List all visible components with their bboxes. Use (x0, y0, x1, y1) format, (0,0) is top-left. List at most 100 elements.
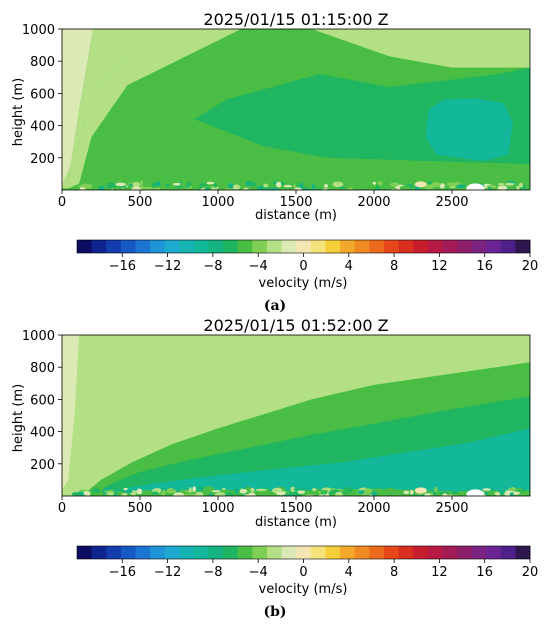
surface-noise (410, 489, 414, 495)
surface-noise (335, 491, 343, 496)
panel-a-title: 2025/01/15 01:15:00 Z (203, 10, 388, 29)
panel-b-contours (62, 335, 530, 496)
colorbar-tick-label: 8 (390, 565, 398, 580)
x-tick-label: 1000 (201, 195, 234, 210)
panel-a-y-axis: 200 400 600 800 1000 (22, 23, 62, 167)
surface-noise (172, 182, 182, 186)
surface-noise (283, 493, 294, 496)
surface-noise (322, 188, 328, 190)
surface-noise (292, 494, 302, 496)
surface-noise (347, 492, 356, 496)
surface-noise (260, 186, 269, 190)
surface-noise (239, 489, 248, 494)
surface-noise (151, 491, 159, 495)
x-tick-label: 1500 (279, 501, 312, 516)
surface-noise (390, 182, 399, 187)
surface-noise (132, 181, 141, 188)
surface-noise (196, 486, 204, 492)
surface-noise (119, 488, 124, 492)
surface-noise (182, 493, 191, 496)
colorbar-swatch (354, 240, 370, 253)
panel-b-title: 2025/01/15 01:52:00 Z (203, 316, 388, 335)
surface-noise (98, 186, 105, 190)
colorbar-swatch (164, 546, 180, 559)
colorbar-swatch (413, 546, 429, 559)
x-tick-label: 2500 (435, 195, 468, 210)
colorbar-tick-label: 16 (476, 565, 493, 580)
surface-noise (363, 488, 373, 494)
surface-noise (195, 491, 204, 496)
colorbar-a-ticks: −16 −12 −8 −4 0 4 8 12 16 20 (109, 253, 539, 274)
surface-noise (143, 186, 153, 190)
colorbar-swatch (164, 240, 180, 253)
surface-noise (360, 186, 367, 190)
surface-noise (115, 182, 126, 187)
contour-region (62, 335, 80, 490)
surface-noise (275, 491, 286, 496)
surface-noise (255, 488, 267, 492)
surface-noise (199, 183, 208, 186)
surface-noise (139, 180, 144, 186)
surface-noise (293, 488, 305, 491)
colorbar-swatch (208, 546, 224, 559)
surface-noise (414, 487, 427, 494)
colorbar-swatch (515, 240, 531, 253)
surface-noise (504, 182, 516, 186)
colorbar-tick-label: 8 (390, 259, 398, 274)
colorbar-swatch (296, 240, 312, 253)
surface-noise (222, 488, 226, 491)
surface-noise (518, 182, 524, 188)
colorbar-swatch (150, 546, 166, 559)
colorbar-swatch (456, 546, 472, 559)
surface-noise (365, 186, 375, 190)
surface-noise (425, 184, 434, 190)
colorbar-tick-label: 20 (522, 259, 539, 274)
surface-noise (225, 491, 234, 496)
surface-noise (155, 181, 161, 187)
surface-noise (232, 184, 241, 190)
colorbar-swatch (325, 240, 341, 253)
panel-b-y-axis: 200 400 600 800 1000 (22, 329, 62, 473)
colorbar-swatch (91, 546, 107, 559)
surface-noise (247, 185, 254, 190)
surface-noise (203, 486, 215, 492)
colorbar-a: −16 −12 −8 −4 0 4 8 12 16 20 velocity (m/s) (76, 239, 539, 291)
colorbar-tick-label: 12 (431, 565, 448, 580)
colorbar-swatch (427, 546, 443, 559)
surface-noise (248, 492, 256, 496)
contour-region (62, 29, 150, 189)
surface-noise (85, 184, 93, 189)
surface-noise (322, 492, 328, 495)
colorbar-tick-label: 20 (522, 565, 539, 580)
surface-noise (281, 181, 285, 186)
colorbar-swatch (150, 240, 166, 253)
colorbar-swatch (310, 240, 326, 253)
surface-noise (451, 490, 459, 496)
colorbar-swatch (179, 240, 195, 253)
surface-noise (500, 489, 506, 494)
surface-noise (343, 486, 349, 492)
x-tick-label: 0 (58, 195, 66, 210)
panel-a-contours (62, 29, 530, 190)
surface-noise (250, 487, 255, 493)
y-tick-label: 200 (30, 458, 55, 473)
colorbar-swatch (135, 546, 151, 559)
no-data-patch (466, 489, 485, 496)
colorbar-swatch (296, 546, 312, 559)
colorbar-swatch (500, 240, 516, 253)
surface-noise (372, 181, 377, 185)
surface-noise (403, 490, 410, 495)
surface-noise (106, 182, 117, 189)
colorbar-swatch (120, 546, 136, 559)
panel-a: 2025/01/15 01:15:00 Z 0 500 1000 1500 2000 25… (11, 10, 531, 223)
surface-noise (431, 182, 441, 187)
colorbar-swatch (223, 546, 239, 559)
surface-noise (508, 487, 517, 491)
surface-noise (122, 489, 133, 494)
colorbar-swatch (266, 546, 282, 559)
colorbar-swatch (398, 546, 414, 559)
panel-a-x-axis: 0 500 1000 1500 2000 2500 (58, 190, 469, 210)
y-tick-label: 400 (30, 426, 55, 441)
surface-noise (208, 492, 213, 496)
surface-noise (103, 487, 112, 491)
